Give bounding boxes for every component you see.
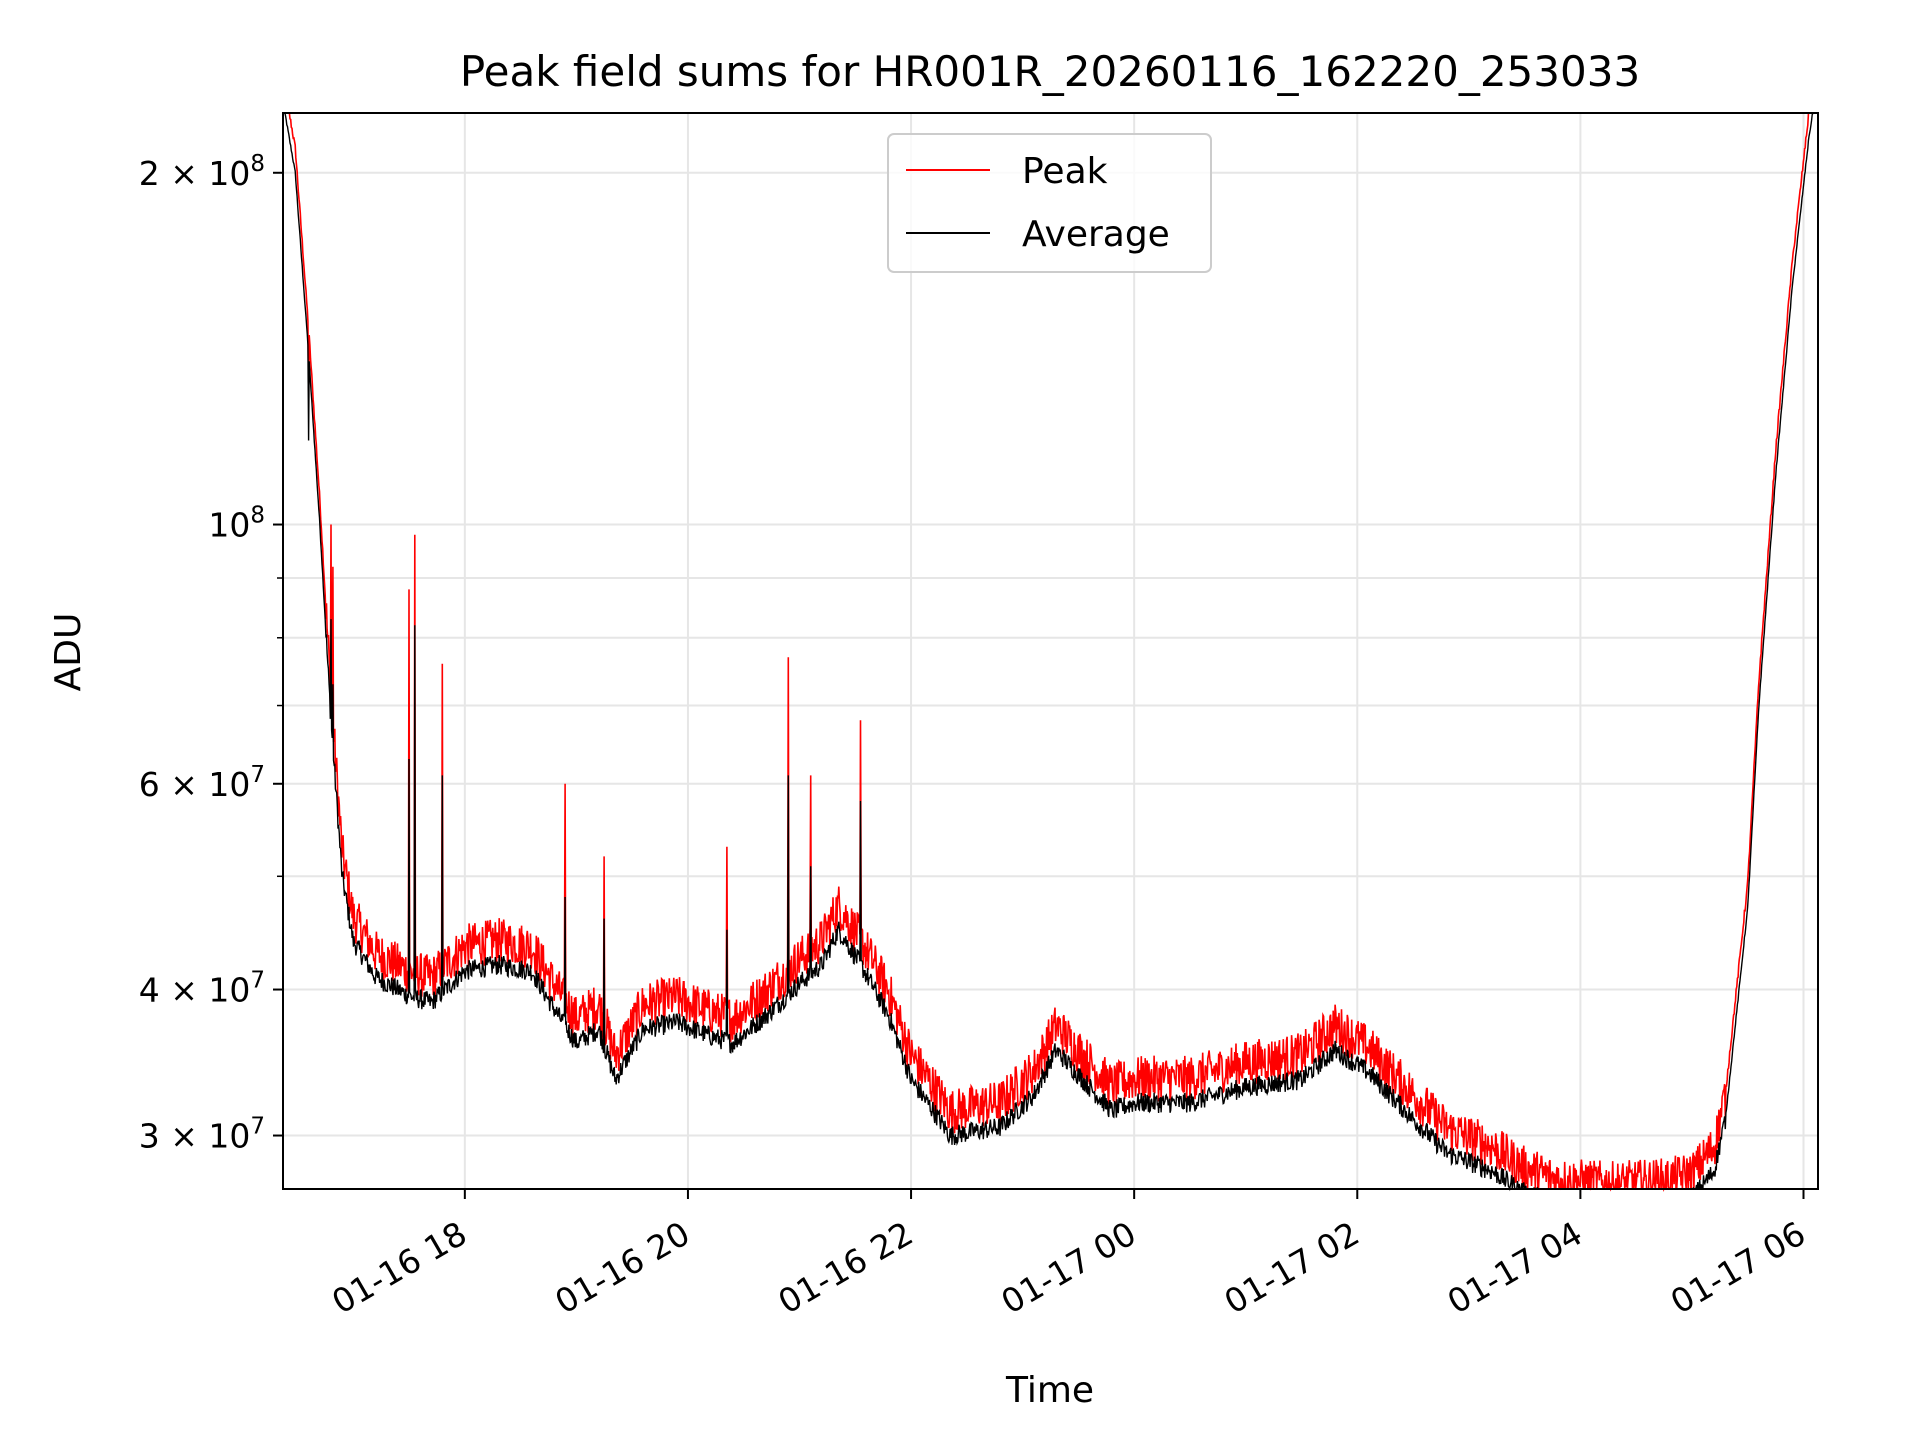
legend: Peak Average [887,133,1212,273]
grid [283,113,1818,1189]
y-axis-label: ADU [48,613,89,692]
x-axis-label: Time [1005,1370,1094,1411]
y-tick-label: 2 × 108 [139,151,265,193]
plot-frame [282,112,1819,1190]
legend-label-peak: Peak [1022,151,1108,192]
chart-title: Peak field sums for HR001R_20260116_1622… [460,47,1640,96]
y-tick-label: 108 [208,503,265,545]
y-tick-label: 3 × 107 [139,1114,265,1156]
y-tick-label: 6 × 107 [139,762,265,804]
legend-box [887,133,1212,273]
legend-label-average: Average [1022,214,1170,255]
y-tick-label: 4 × 107 [139,968,265,1010]
series-line-peak [283,112,1818,1193]
y-axis-ticks: 3 × 107 4 × 107 6 × 107 108 2 × 108 [139,151,283,1156]
